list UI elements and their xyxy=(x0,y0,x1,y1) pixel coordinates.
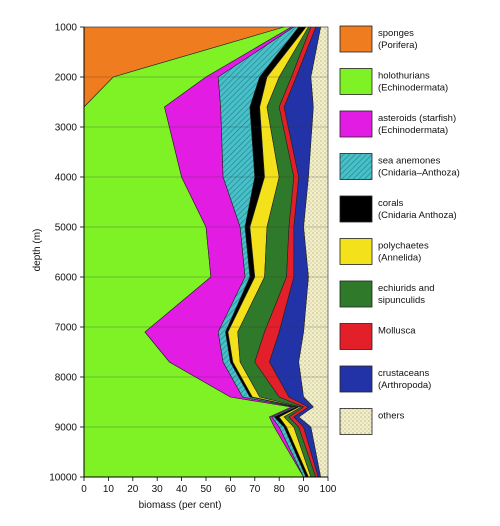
x-tick-label-10: 10 xyxy=(103,484,115,495)
legend-label-crustaceans: crustaceans xyxy=(378,368,429,379)
legend-label-polychaetes: polychaetes xyxy=(378,241,429,252)
legend-swatch-holothurians xyxy=(339,68,373,95)
legend-sublabel-asteroids: (Echinodermata) xyxy=(378,125,448,136)
legend-label-mollusca: Mollusca xyxy=(378,326,416,337)
legend-swatch-anemones xyxy=(339,153,373,180)
legend-swatch-asteroids xyxy=(339,110,373,138)
x-tick-label-40: 40 xyxy=(176,484,188,495)
legend: sponges(Porifera)holothurians(Echinoderm… xyxy=(339,25,460,435)
legend-label-corals: corals xyxy=(378,198,404,209)
legend-label-echiurids: echiurids and xyxy=(378,283,435,294)
y-tick-label-6000: 6000 xyxy=(55,273,78,284)
legend-label-asteroids: asteroids (starfish) xyxy=(378,113,456,124)
legend-sublabel-polychaetes: (Annelida) xyxy=(378,253,421,264)
x-axis-ticks: 0 10 20 30 40 50 60 70 80 90 100 xyxy=(81,477,337,495)
x-tick-label-30: 30 xyxy=(152,484,164,495)
legend-swatch-crustaceans xyxy=(339,365,373,393)
legend-sublabel-sponges: (Porifera) xyxy=(378,40,418,51)
grid-lines xyxy=(84,26,328,478)
legend-label-holothurians: holothurians xyxy=(378,71,430,82)
legend-sublabel-anemones: (Cnidaria–Anthoza) xyxy=(378,168,460,179)
legend-sublabel-corals: (Cnidaria Anthoza) xyxy=(378,210,457,221)
x-tick-label-0: 0 xyxy=(81,484,87,495)
y-tick-label-4000: 4000 xyxy=(55,173,78,184)
x-tick-label-20: 20 xyxy=(127,484,139,495)
legend-swatch-others xyxy=(339,408,373,435)
legend-label-anemones: sea anemones xyxy=(378,156,441,167)
x-tick-label-50: 50 xyxy=(200,484,212,495)
x-tick-label-90: 90 xyxy=(298,484,310,495)
legend-sublabel-crustaceans: (Arthropoda) xyxy=(378,380,431,391)
legend-sublabel-holothurians: (Echinodermata) xyxy=(378,83,448,94)
x-tick-label-100: 100 xyxy=(320,484,337,495)
legend-label-sponges: sponges xyxy=(378,28,414,39)
y-tick-label-1000: 1000 xyxy=(55,23,78,34)
x-tick-label-60: 60 xyxy=(225,484,237,495)
legend-swatch-echiurids xyxy=(339,280,373,308)
x-tick-label-70: 70 xyxy=(249,484,261,495)
y-tick-label-9000: 9000 xyxy=(55,423,78,434)
y-tick-label-2000: 2000 xyxy=(55,73,78,84)
legend-swatch-sponges xyxy=(339,25,373,53)
y-tick-label-7000: 7000 xyxy=(55,323,78,334)
y-axis-ticks: 1000 2000 3000 4000 5000 6000 7000 8000 9000 1000… xyxy=(49,23,84,484)
area-layers xyxy=(83,26,329,478)
y-tick-label-5000: 5000 xyxy=(55,223,78,234)
y-tick-label-3000: 3000 xyxy=(55,123,78,134)
legend-swatch-corals xyxy=(339,195,373,223)
legend-swatch-mollusca xyxy=(339,323,373,350)
y-axis-label: depth (m) xyxy=(32,229,43,272)
legend-label-others: others xyxy=(378,411,405,422)
x-axis-label: biomass (per cent) xyxy=(139,500,222,511)
y-tick-label-8000: 8000 xyxy=(55,373,78,384)
x-tick-label-80: 80 xyxy=(274,484,286,495)
legend-sublabel-echiurids: sipunculids xyxy=(378,295,425,306)
legend-swatch-polychaetes xyxy=(339,238,373,265)
y-tick-label-10000: 10000 xyxy=(49,473,77,484)
